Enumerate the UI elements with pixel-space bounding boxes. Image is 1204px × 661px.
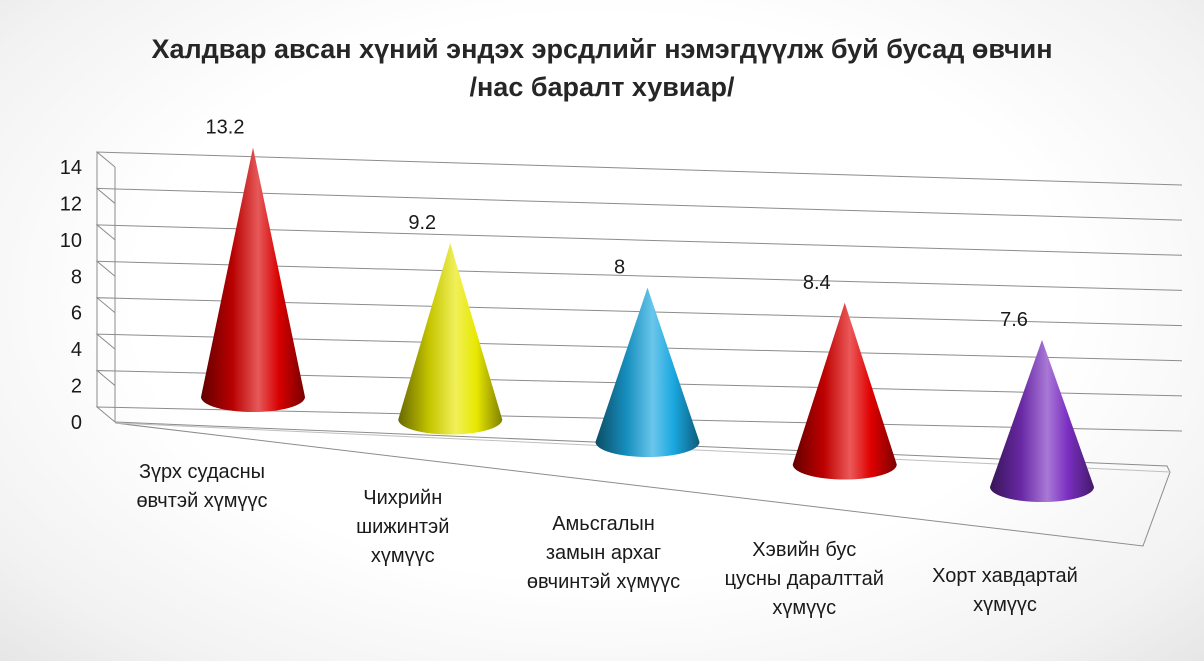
y-tick-label: 10 — [60, 230, 82, 252]
gridline — [95, 297, 1183, 327]
cone-bar — [201, 147, 305, 412]
gridline — [95, 151, 1183, 186]
chart-title: Халдвар авсан хүний эндэх эрсдлийг нэмэг… — [0, 30, 1204, 106]
data-labels: 13.2 9.2 8 8.4 7.6 — [206, 116, 1028, 330]
cone-bar — [792, 302, 897, 480]
gridlines — [95, 151, 1183, 432]
cone-bar — [595, 287, 700, 458]
cone-series — [201, 147, 1094, 502]
category-label: Зүрх судасны өвчтэй хүмүүс — [136, 461, 267, 512]
cone-bar — [398, 243, 503, 435]
y-tick-label: 4 — [71, 339, 82, 361]
gridline — [95, 333, 1183, 362]
chart-title-line-2: /нас баралт хувиар/ — [469, 72, 735, 102]
data-label: 7.6 — [1000, 309, 1028, 331]
category-label: Амьсгалын замын архаг өвчинтэй хүмүүс — [527, 513, 680, 593]
gridline — [95, 187, 1183, 221]
data-label: 8.4 — [803, 272, 831, 294]
data-label: 13.2 — [206, 116, 245, 138]
y-tick-label: 6 — [71, 303, 82, 325]
category-labels: Зүрх судасны өвчтэй хүмүүс Чихрийн шижинтэй… — [136, 461, 1077, 619]
y-tick-label: 14 — [60, 157, 82, 179]
gridline — [95, 224, 1183, 256]
y-tick-label: 8 — [71, 266, 82, 288]
y-tick-label: 12 — [60, 193, 82, 215]
category-label: Хорт хавдартай хүмүүс — [932, 565, 1078, 616]
y-tick-label: 2 — [71, 376, 82, 398]
gridline — [95, 260, 1183, 291]
cone-bar — [990, 339, 1094, 502]
data-label: 8 — [614, 257, 625, 279]
data-label: 9.2 — [408, 212, 436, 234]
category-label: Хэвийн бус цусны даралттай хүмүүс — [725, 539, 884, 619]
chart-title-line-1: Халдвар авсан хүний эндэх эрсдлийг нэмэг… — [151, 34, 1053, 64]
y-tick-label: 0 — [71, 412, 82, 434]
y-axis-ticks: 0 2 4 6 8 10 12 14 — [60, 157, 82, 434]
category-label: Чихрийн шижинтэй хүмүүс — [356, 487, 449, 567]
